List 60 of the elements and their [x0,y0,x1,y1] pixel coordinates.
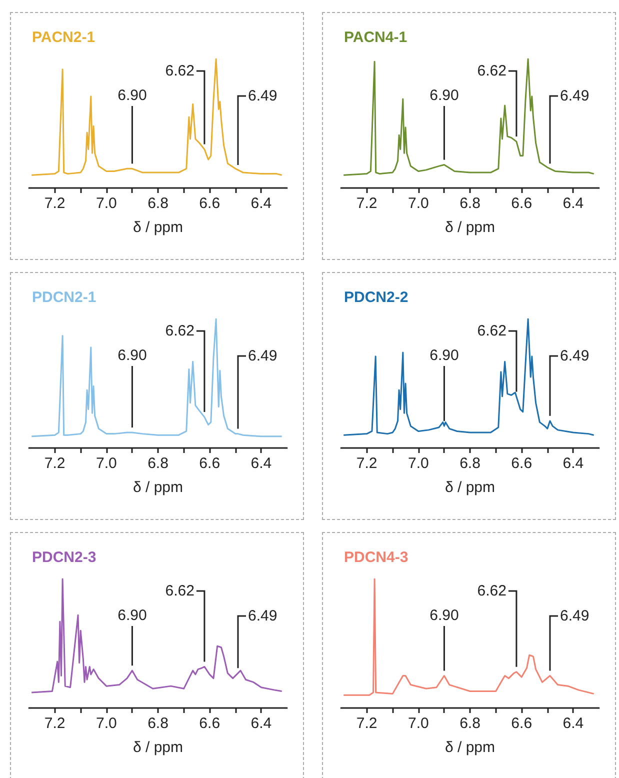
x-axis-title: δ / ppm [444,479,496,496]
x-tick-label: 6.6 [511,715,532,732]
x-tick-label: 6.8 [148,455,168,472]
x-tick-label: 6.8 [460,195,480,212]
x-tick-label: 6.6 [199,195,220,212]
x-tick-label: 6.4 [562,455,584,472]
x-tick-label: 6.4 [250,195,272,212]
ref-line-label: 6.49 [248,88,278,104]
ref-line-label: 6.49 [560,88,590,104]
x-tick-label: 6.6 [199,455,220,472]
x-tick-label: 6.6 [199,715,220,732]
x-tick-label: 7.0 [408,455,429,472]
ref-line-label: 6.90 [430,347,459,364]
x-tick-label: 7.0 [96,455,117,472]
x-tick-label: 7.2 [356,715,378,732]
x-tick-label: 6.8 [148,195,168,212]
ref-line-label: 6.49 [248,608,278,624]
ref-line-label: 6.90 [118,87,147,104]
x-tick-label: 6.4 [562,195,584,212]
chart-title: PDCN2-1 [32,289,96,306]
x-axis-title: δ / ppm [132,739,184,756]
x-tick-label: 7.2 [356,195,378,212]
x-tick-label: 6.6 [511,455,532,472]
x-tick-label: 7.0 [96,715,117,732]
x-tick-label: 6.8 [460,715,480,732]
x-tick-label: 7.0 [96,195,117,212]
x-tick-label: 7.2 [44,715,66,732]
x-tick-label: 7.2 [44,455,66,472]
x-tick-label: 7.0 [408,715,429,732]
x-tick-label: 6.4 [250,455,272,472]
ref-line-label: 6.62 [165,62,194,80]
chart-title: PDCN2-2 [344,289,408,306]
ref-line-label: 6.90 [118,607,147,624]
ref-line-label: 6.49 [560,348,590,364]
ref-line-label: 6.90 [430,87,459,104]
ref-line-label: 6.90 [118,347,147,364]
ref-line-label: 6.62 [165,582,194,600]
ref-line-label: 6.62 [477,582,506,600]
x-tick-label: 6.6 [511,195,532,212]
chart-title: PDCN2-3 [32,549,96,566]
x-tick-label: 6.8 [460,455,480,472]
x-tick-label: 6.4 [562,715,584,732]
ref-line-label: 6.49 [560,608,590,624]
x-axis-title: δ / ppm [132,219,184,236]
x-tick-label: 6.8 [148,715,168,732]
x-tick-label: 7.0 [408,195,429,212]
ref-line-label: 6.62 [477,62,506,80]
chart-title: PACN2-1 [32,29,96,46]
x-axis-title: δ / ppm [132,479,184,496]
chart-title: PDCN4-3 [344,549,408,566]
ref-line-label: 6.62 [477,322,506,340]
x-tick-label: 7.2 [44,195,66,212]
ref-line-label: 6.90 [430,607,459,624]
ref-line-label: 6.62 [165,322,194,340]
x-tick-label: 6.4 [250,715,272,732]
x-axis-title: δ / ppm [444,219,496,236]
x-tick-label: 7.2 [356,455,378,472]
ref-line-label: 6.49 [248,348,278,364]
x-axis-title: δ / ppm [444,739,496,756]
chart-title: PACN4-1 [344,29,408,46]
